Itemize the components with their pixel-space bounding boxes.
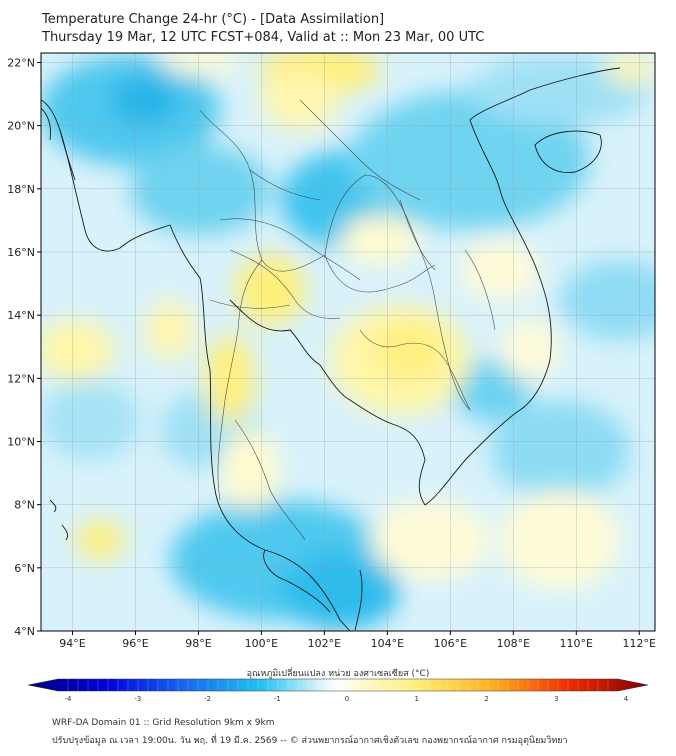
- colorbar-label: อุณหภูมิเปลี่ยนแปลง หน่วย องศาเซลเซียส (…: [246, 669, 430, 679]
- lon-label: 96°E: [122, 637, 148, 650]
- lon-label: 112°E: [623, 637, 656, 650]
- lat-label: 10°N: [7, 435, 35, 448]
- lat-label: 6°N: [14, 562, 35, 575]
- colorbar-tick-label: -3: [134, 695, 141, 703]
- lat-label: 12°N: [7, 372, 35, 385]
- lon-label: 108°E: [497, 637, 530, 650]
- lat-label: 18°N: [7, 183, 35, 196]
- lon-label: 106°E: [434, 637, 467, 650]
- map-subtitle: Thursday 19 Mar, 12 UTC FCST+084, Valid …: [42, 30, 485, 45]
- latitude-labels: 22°N 20°N 18°N 16°N 14°N 12°N 10°N 8°N 6°N 4°N: [7, 56, 41, 638]
- map-gridlines: [41, 53, 655, 632]
- colorbar-tick-label: -1: [274, 695, 281, 703]
- colorbar-gradient: [27, 678, 649, 692]
- lat-label: 20°N: [7, 120, 35, 133]
- lat-label: 4°N: [14, 625, 35, 638]
- longitude-labels: 94°E 96°E 98°E 100°E 102°E 104°E 106°E 108°E 110…: [59, 631, 656, 650]
- colorbar-tick-label: 1: [415, 695, 419, 703]
- map-title: Temperature Change 24-hr (°C) - [Data As…: [42, 12, 385, 27]
- country-borders: [199, 99, 496, 541]
- lon-label: 98°E: [185, 637, 211, 650]
- colorbar-tick-label: 0: [345, 695, 349, 703]
- colorbar-tick-label: -2: [204, 695, 211, 703]
- footer-model-info: WRF-DA Domain 01 :: Grid Resolution 9km …: [52, 718, 275, 728]
- lon-label: 100°E: [245, 637, 278, 650]
- colorbar-ticks: -4 -3 -2 -1 0 1 2 3 4: [65, 679, 629, 703]
- lon-label: 94°E: [59, 637, 85, 650]
- lon-label: 110°E: [560, 637, 593, 650]
- colorbar-tick-label: 4: [624, 695, 629, 703]
- colorbar-tick-label: 3: [554, 695, 558, 703]
- footer-update-info: ปรับปรุงข้อมูล ณ เวลา 19:00น. วัน พฤ. ที…: [52, 736, 568, 746]
- colorbar-tick-label: 2: [484, 695, 488, 703]
- temperature-field: [41, 53, 655, 631]
- lat-label: 8°N: [14, 499, 35, 512]
- map-frame: [40, 52, 656, 632]
- lat-label: 22°N: [7, 56, 35, 69]
- coastlines: [41, 67, 621, 631]
- lon-label: 102°E: [308, 637, 341, 650]
- lat-label: 16°N: [7, 246, 35, 259]
- lon-label: 104°E: [371, 637, 404, 650]
- colorbar-tick-label: -4: [65, 695, 73, 703]
- lat-label: 14°N: [7, 309, 35, 322]
